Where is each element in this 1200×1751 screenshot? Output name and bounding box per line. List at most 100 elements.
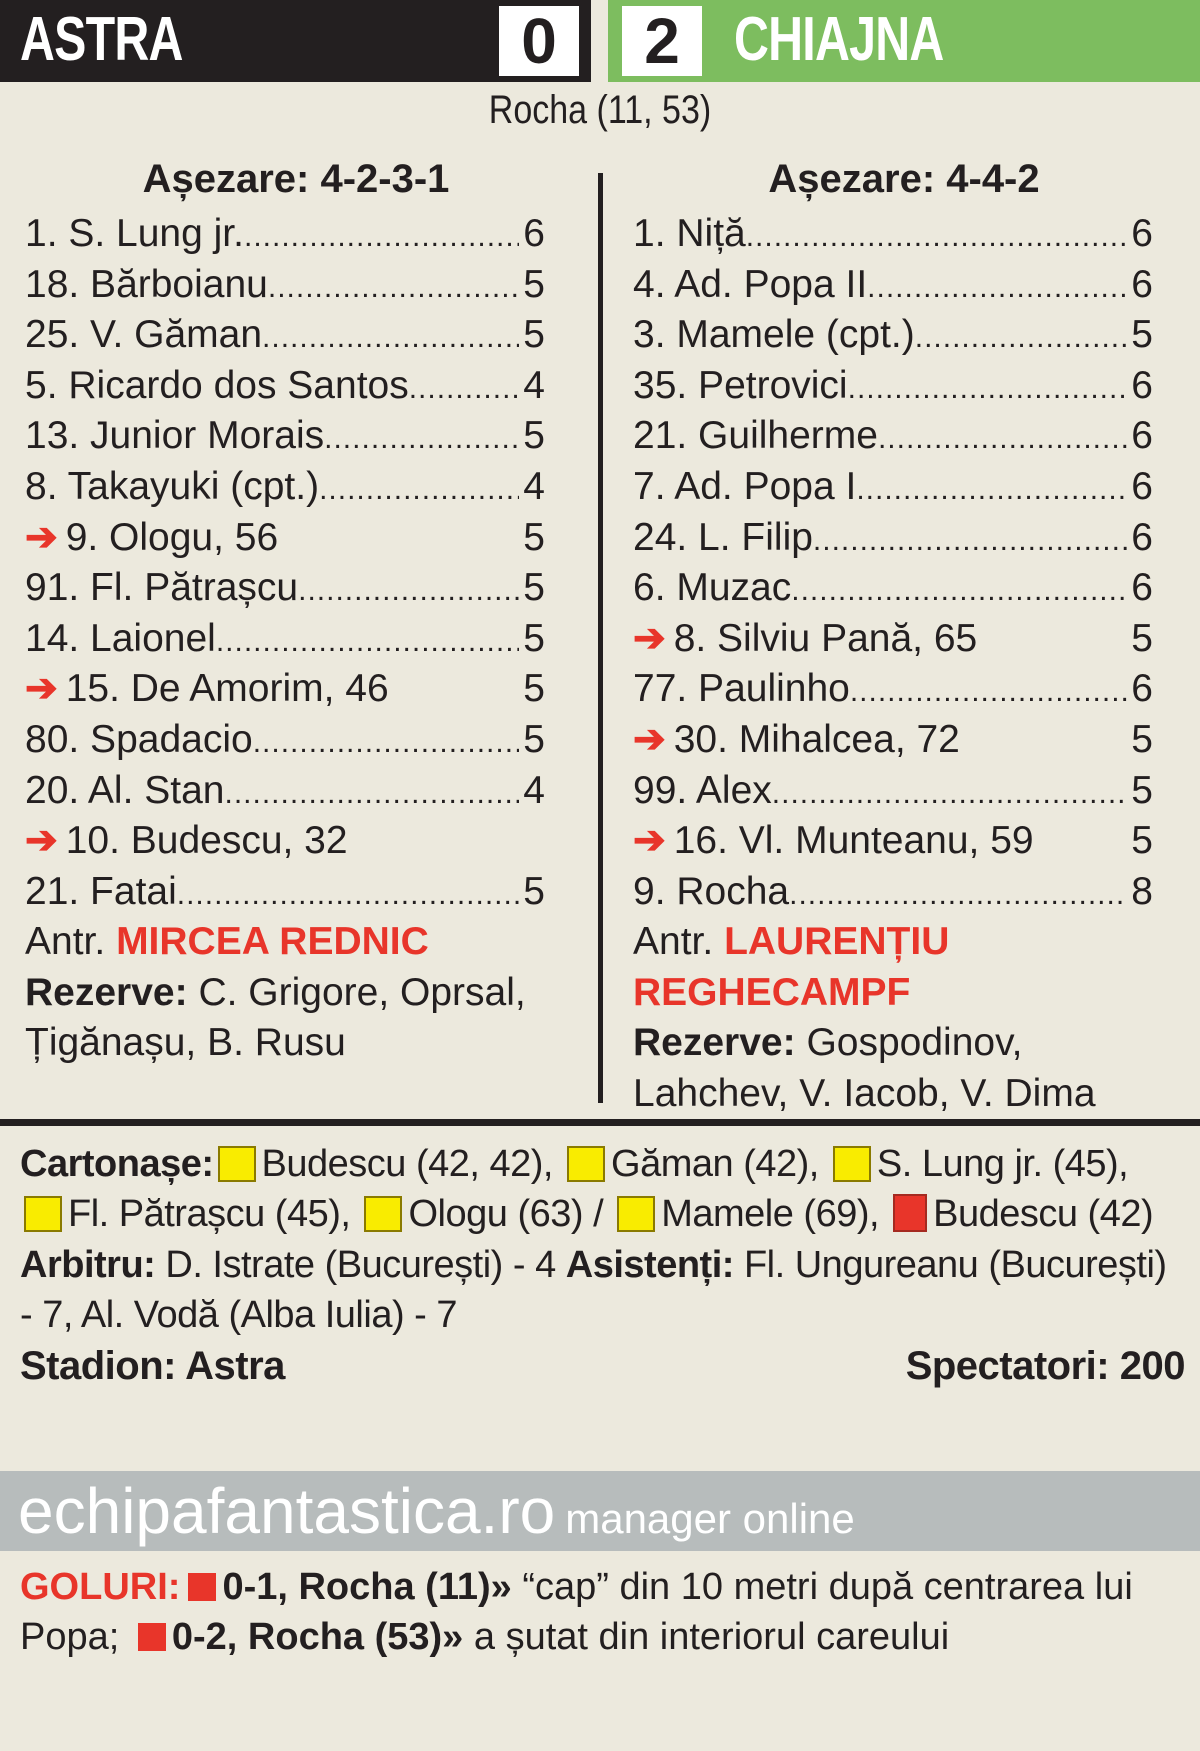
player-rating: 4 [523,768,545,812]
player-rating: 5 [523,313,545,357]
dot-leader [915,310,1127,361]
player-row: 24. L. Filip 6 [633,513,1153,564]
match-info: Cartonașe: Budescu (42, 42), Găman (42), … [20,1139,1186,1391]
player-rating: 6 [1131,414,1153,458]
spectators: Spectatori: 200 [906,1341,1186,1391]
away-coach: LAURENȚIU REGHECAMPF [633,920,950,1014]
player-name: 16. Vl. Munteanu, 59 [673,819,1034,863]
player-rating: 6 [1131,262,1153,306]
dot-leader [848,361,1127,412]
player-row: 1. Niță 6 [633,209,1153,260]
coach-label: Antr. [25,920,106,963]
player-row: ➔ 9. Ologu, 56 5 [25,513,545,564]
substitute-arrow-icon: ➔ [25,819,58,863]
player-row: 99. Alex 5 [633,766,1153,817]
player-name: 13. Junior Morais [25,414,325,458]
stadium-label: Stadion: [20,1343,176,1388]
away-staff: Antr. LAURENȚIU REGHECAMPF Rezerve: Gosp… [633,917,1178,1119]
cards-label: Cartonașe: [20,1143,214,1185]
player-rating: 6 [1131,212,1153,255]
dot-leader [960,715,1127,766]
home-score: 0 [499,6,579,76]
home-team-bar [0,0,591,82]
player-rating: 5 [1131,768,1153,812]
referees: Arbitru: D. Istrate (București) - 4 Asis… [20,1240,1185,1341]
player-name: 3. Mamele (cpt.) [633,313,915,357]
player-name: 99. Alex [633,768,772,812]
player-rating: 6 [523,212,545,255]
away-formation: Așezare: 4-4-2 [768,157,1040,201]
card-entry: Mamele (69), [661,1193,880,1236]
player-row: ➔ 16. Vl. Munteanu, 59 5 [633,816,1153,867]
reserves-label: Rezerve: [25,970,188,1014]
player-rating: 5 [1131,616,1153,660]
player-rating: 8 [1131,869,1153,913]
away-score: 2 [622,6,702,76]
player-row: ➔ 30. Mihalcea, 72 5 [633,715,1153,766]
player-rating: 4 [523,464,545,508]
dot-leader [298,563,519,614]
player-rating: 6 [1131,566,1153,610]
player-rating: 5 [1131,717,1153,761]
player-name: 24. L. Filip [633,515,813,559]
card-entry: S. Lung jr. (45), [876,1143,1129,1185]
player-rating: 5 [523,667,545,711]
dot-leader [878,411,1127,462]
player-name: 21. Fatai [25,869,177,913]
home-team-name: ASTRA [20,5,183,74]
goals-label: GOLURI: [20,1566,181,1608]
referee: D. Istrate (București) - 4 [165,1243,556,1286]
dot-leader [409,361,519,412]
player-name: 9. Ologu, 56 [65,515,279,559]
dot-leader [389,664,519,715]
cards: Cartonașe: Budescu (42, 42), Găman (42), … [20,1139,1185,1240]
player-name: 8. Silviu Pană, 65 [673,616,978,660]
player-row: 80. Spadacio 5 [25,715,545,766]
player-rating: 5 [523,262,545,306]
dot-leader [262,310,519,361]
player-row: 77. Paulinho 6 [633,664,1153,715]
player-rating: 5 [523,717,545,761]
player-row: 1. S. Lung jr. 6 [25,209,545,260]
column-divider [598,173,603,1103]
player-name: 18. Bărboianu [25,262,268,306]
player-row: ➔ 15. De Amorim, 46 5 [25,664,545,715]
player-rating: 4 [523,363,545,407]
player-name: 91. Fl. Pătrașcu [25,566,299,610]
assistants-label: Asistenți: [565,1243,735,1286]
player-name: 30. Mihalcea, 72 [673,717,960,761]
home-formation: Așezare: 4-2-3-1 [142,157,450,201]
substitute-arrow-icon: ➔ [25,515,58,559]
card-entry: Fl. Pătrașcu (45), [68,1193,351,1236]
goals: GOLURI: 0-1, Rocha (11)» “cap” din 10 met… [20,1562,1190,1663]
dot-leader [177,867,519,918]
substitute-arrow-icon: ➔ [633,819,666,863]
player-rating: 6 [1131,363,1153,407]
player-name: 20. Al. Stan [25,768,225,812]
goal-bullet-icon [137,1623,166,1652]
dot-leader [253,715,519,766]
player-name: 7. Ad. Popa I [633,464,857,508]
player-name: 5. Ricardo dos Santos [25,363,409,407]
dot-leader [813,513,1127,564]
player-row: 20. Al. Stan 4 [25,766,545,817]
player-row: 25. V. Găman 5 [25,310,545,361]
red-card-icon [893,1194,928,1233]
dot-leader [789,867,1127,918]
goal-bullet-icon [188,1573,217,1601]
coach-label: Antr. [633,920,714,963]
player-rating: 5 [523,414,545,458]
dot-leader [348,816,519,867]
card-entry: Găman (42), [611,1143,819,1185]
player-name: 1. Niță [633,212,746,255]
dot-leader [856,462,1127,513]
player-row: 91. Fl. Pătrașcu 5 [25,563,545,614]
goal-score: 0-1, Rocha (11)» [222,1566,512,1608]
player-name: 4. Ad. Popa II [633,262,868,306]
player-name: 35. Petrovici [633,363,848,407]
dot-leader [324,411,519,462]
spectators-value: 200 [1119,1343,1186,1388]
player-row: 13. Junior Morais 5 [25,411,545,462]
player-name: 21. Guilherme [633,414,878,458]
player-name: 80. Spadacio [25,717,253,761]
